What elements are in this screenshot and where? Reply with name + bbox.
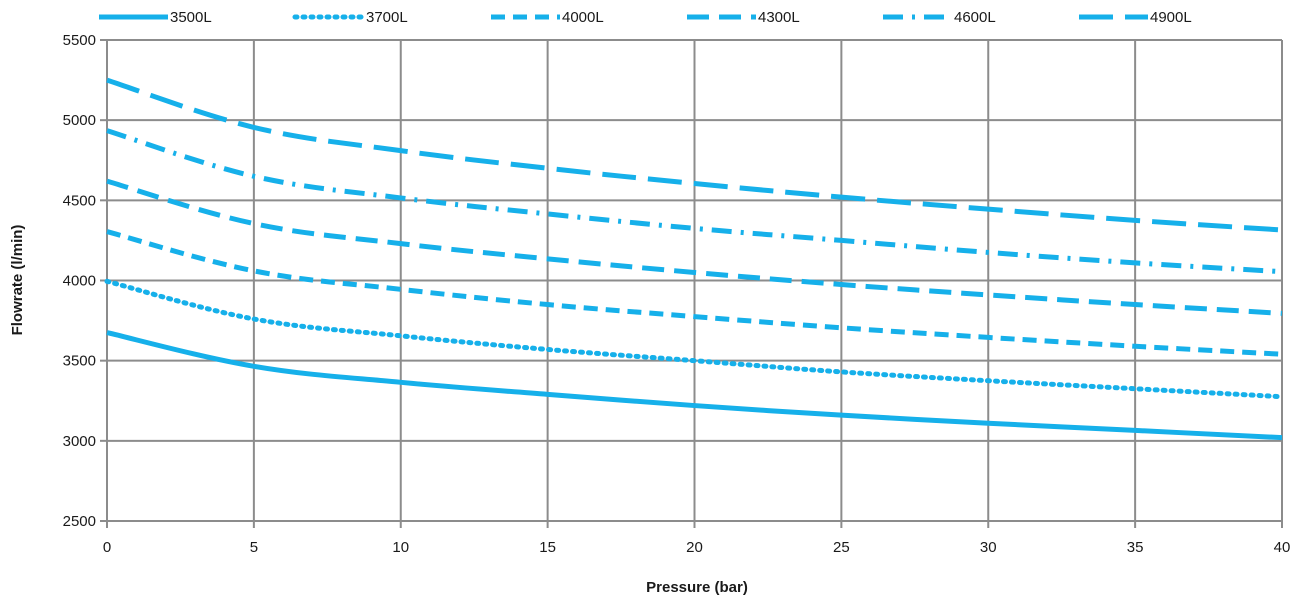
x-tick-label: 35 bbox=[1127, 539, 1144, 556]
x-axis-title: Pressure (bar) bbox=[646, 579, 748, 596]
grid bbox=[100, 39, 1283, 528]
y-tick-label: 2500 bbox=[63, 513, 96, 530]
legend-label-4900L: 4900L bbox=[1150, 9, 1192, 26]
y-tick-label: 4000 bbox=[63, 273, 96, 290]
legend-label-3700L: 3700L bbox=[366, 9, 408, 26]
x-tick-label: 15 bbox=[539, 539, 556, 556]
tick-labels: 2500 3000 3500 4000 4500 5000 5500 0 5 10 15 20 25 30… bbox=[63, 32, 1291, 556]
series-line-3700L bbox=[104, 278, 1285, 400]
legend-label-4600L: 4600L bbox=[954, 9, 996, 26]
x-tick-label: 20 bbox=[686, 539, 703, 556]
legend-label-4000L: 4000L bbox=[562, 9, 604, 26]
x-tick-label: 5 bbox=[250, 539, 258, 556]
series-line-3500L bbox=[106, 330, 1283, 441]
series-lines bbox=[104, 77, 1285, 441]
y-tick-label: 5500 bbox=[63, 32, 96, 49]
x-tick-label: 0 bbox=[103, 539, 111, 556]
x-tick-label: 30 bbox=[980, 539, 997, 556]
series-line-4900L bbox=[106, 77, 1283, 233]
y-tick-label: 5000 bbox=[63, 112, 96, 129]
y-tick-label: 4500 bbox=[63, 192, 96, 209]
y-axis-title: Flowrate (l/min) bbox=[9, 225, 26, 336]
series-line-4600L bbox=[106, 128, 1283, 275]
y-tick-label: 3500 bbox=[63, 353, 96, 370]
x-tick-label: 10 bbox=[392, 539, 409, 556]
legend: 3500L 3700L 4000L 4300L 4600L 4900L bbox=[99, 9, 1192, 26]
legend-label-3500L: 3500L bbox=[170, 9, 212, 26]
series-line-4000L bbox=[106, 229, 1283, 357]
x-tick-label: 40 bbox=[1274, 539, 1291, 556]
y-tick-label: 3000 bbox=[63, 433, 96, 450]
legend-label-4300L: 4300L bbox=[758, 9, 800, 26]
series-line-4300L bbox=[106, 178, 1283, 316]
x-tick-label: 25 bbox=[833, 539, 850, 556]
